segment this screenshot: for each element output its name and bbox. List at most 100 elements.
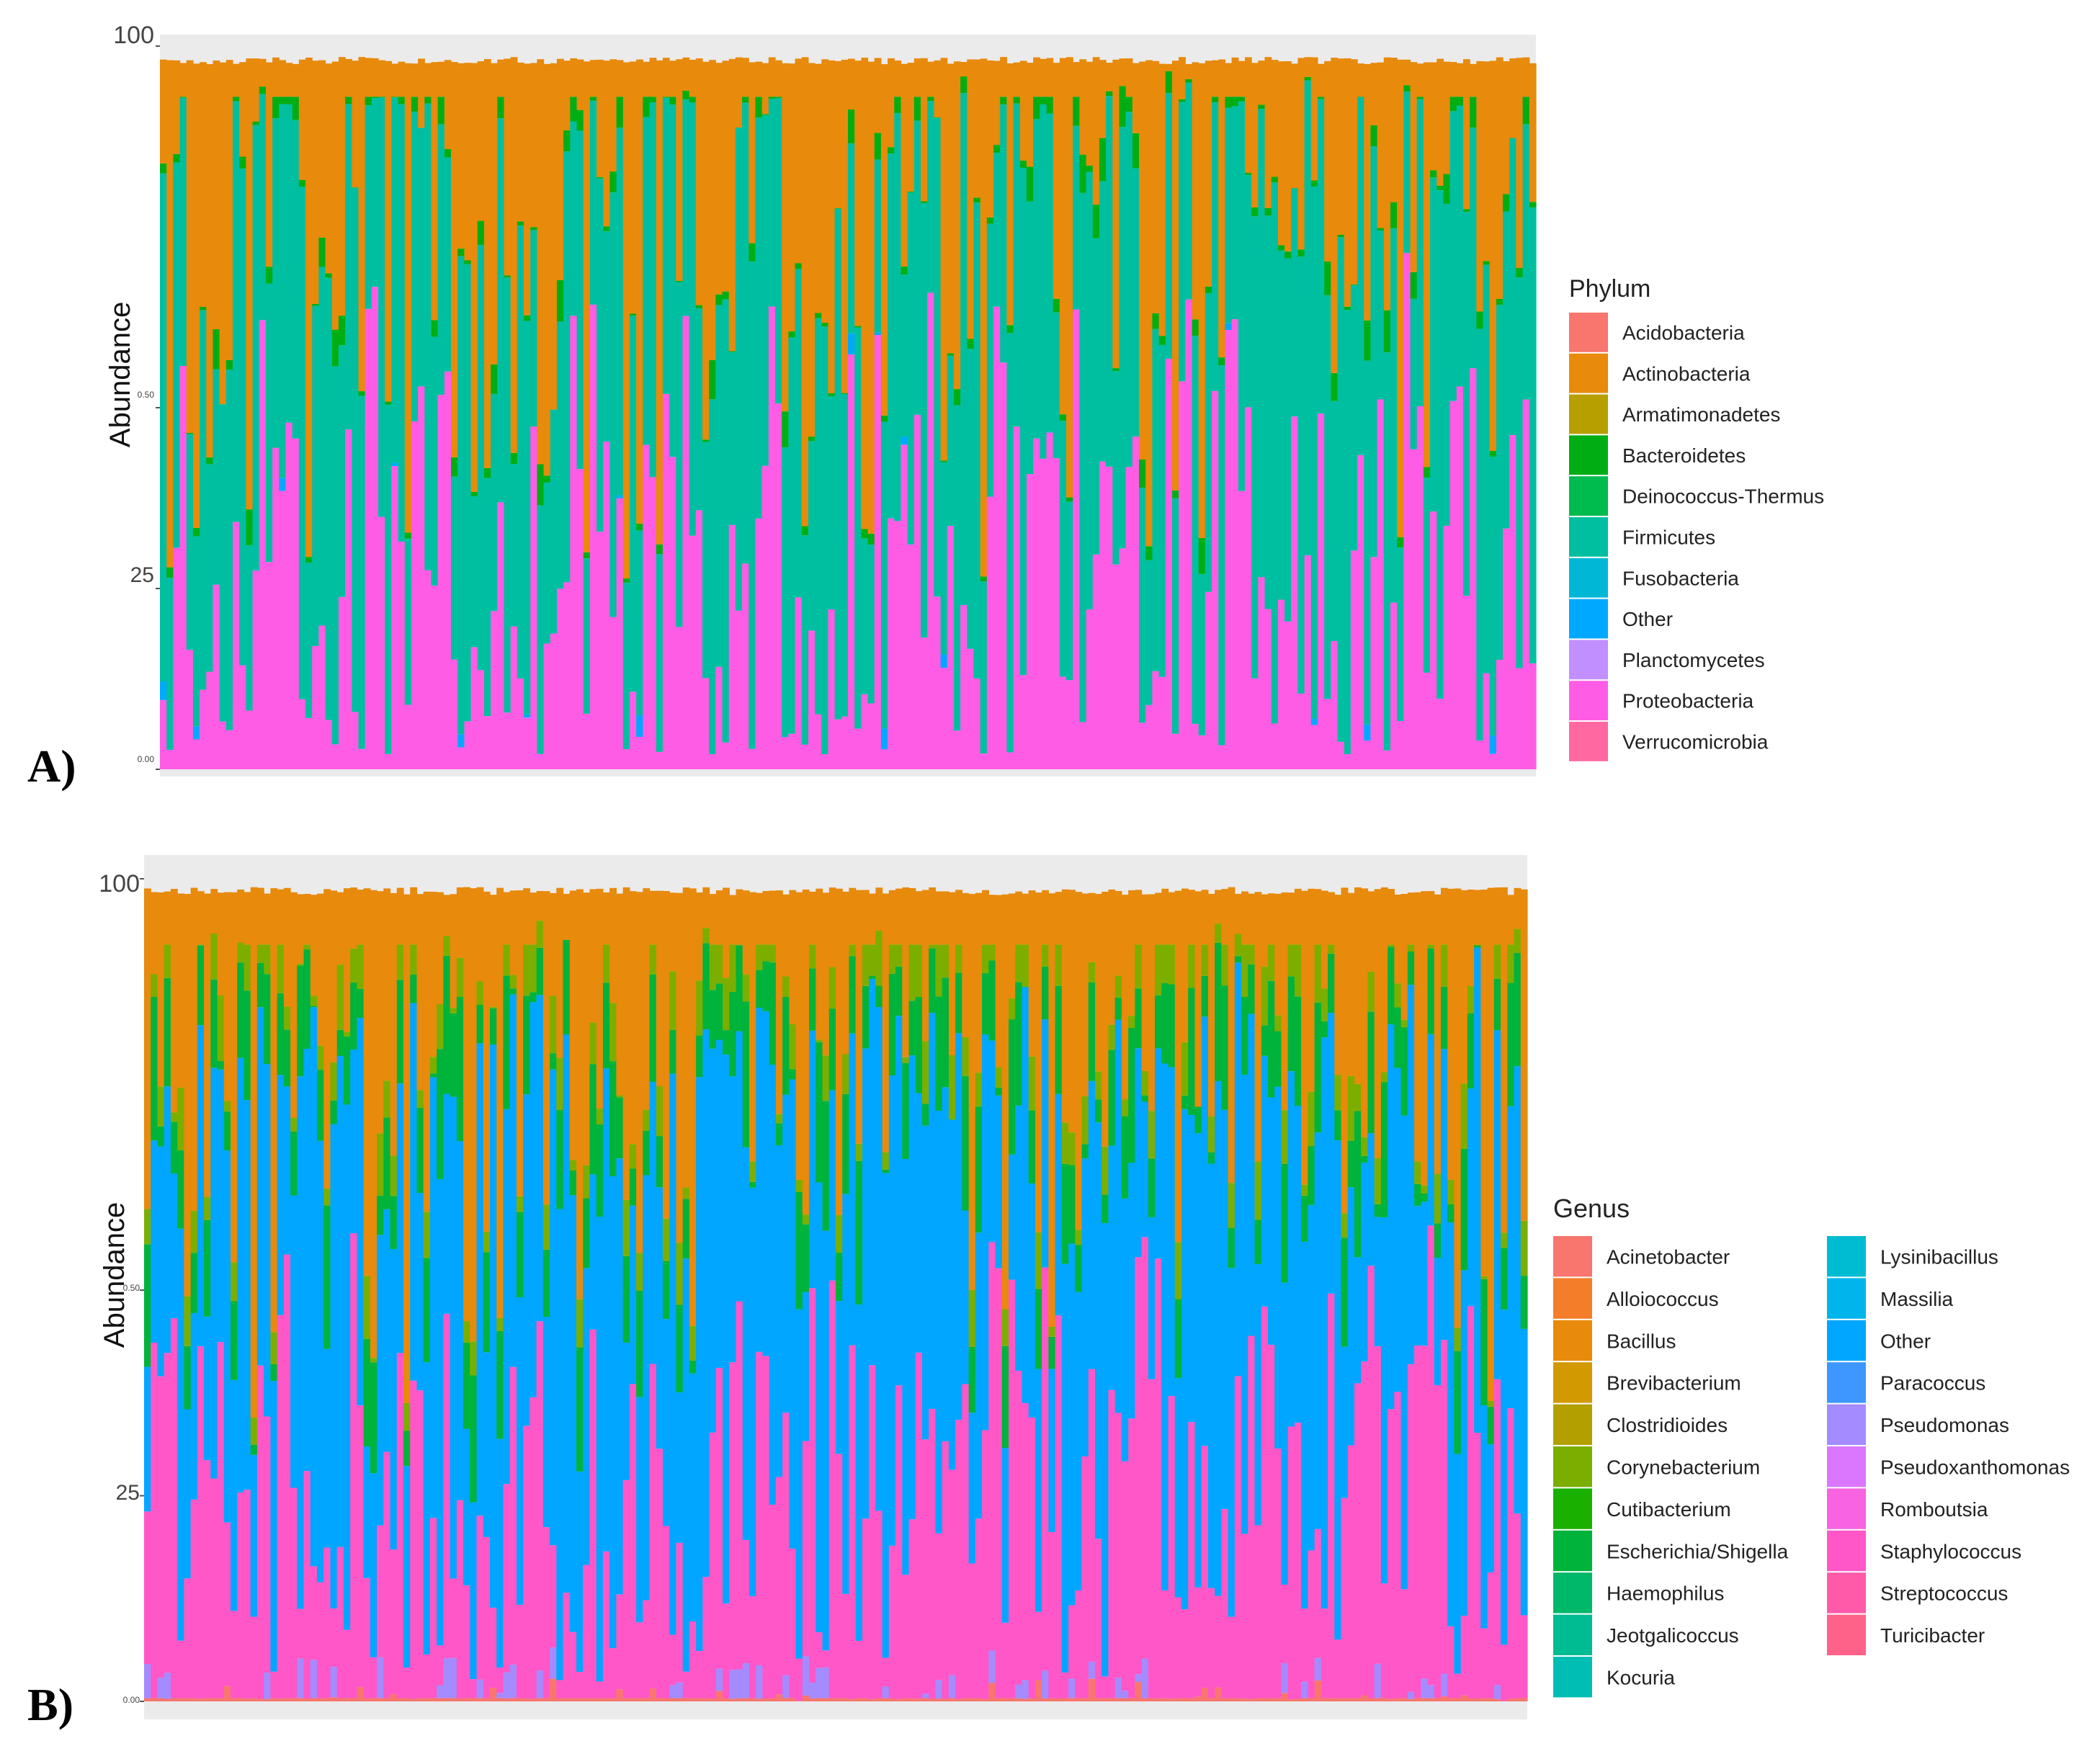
panel-a-ytick-050: 0.50 bbox=[138, 390, 155, 400]
panel-b-bars bbox=[140, 878, 1528, 1702]
bar-segment bbox=[1033, 438, 1040, 769]
bar-segment bbox=[1407, 952, 1415, 985]
bar-segment bbox=[682, 887, 690, 1188]
bar-segment bbox=[509, 890, 517, 975]
bar-segment bbox=[217, 1069, 225, 1343]
bar-segment bbox=[1467, 985, 1475, 1013]
bar-segment bbox=[233, 522, 240, 769]
bar-segment bbox=[809, 944, 816, 969]
bar-segment bbox=[942, 944, 950, 978]
bar-segment bbox=[570, 121, 578, 316]
legend-item: Acidobacteria bbox=[1569, 313, 1745, 352]
bar-segment bbox=[1361, 1361, 1369, 1696]
bar-segment bbox=[1364, 724, 1372, 741]
bar-segment bbox=[1132, 437, 1140, 769]
legend-swatch bbox=[1553, 1236, 1592, 1277]
legend-item: Verrucomicrobia bbox=[1569, 722, 1769, 761]
bar-segment bbox=[749, 1596, 756, 1698]
bar-segment bbox=[437, 892, 444, 1005]
bar-segment bbox=[144, 888, 151, 1209]
bar-segment bbox=[197, 1698, 205, 1701]
bar-segment bbox=[682, 90, 690, 100]
panel-a-bars bbox=[156, 45, 1537, 770]
bar-segment bbox=[450, 1578, 457, 1658]
bar-segment bbox=[1161, 1063, 1169, 1590]
bar-segment bbox=[470, 1375, 478, 1503]
bar-segment bbox=[1152, 671, 1160, 769]
bar-segment bbox=[1328, 1698, 1335, 1701]
bar-segment bbox=[715, 1039, 723, 1368]
bar-segment bbox=[795, 269, 803, 598]
bar-segment bbox=[357, 1405, 365, 1688]
bar-segment bbox=[596, 1217, 604, 1682]
legend-label: Acidobacteria bbox=[1622, 321, 1745, 344]
bar-segment bbox=[1427, 1698, 1435, 1701]
bar-segment bbox=[953, 61, 961, 390]
bar-segment bbox=[855, 1304, 863, 1641]
bar-segment bbox=[735, 57, 743, 128]
bar-segment bbox=[277, 1315, 285, 1698]
bar-segment bbox=[1108, 1145, 1116, 1390]
bar-segment bbox=[1374, 1158, 1382, 1204]
bar-segment bbox=[1493, 1379, 1501, 1686]
bar-segment bbox=[649, 1688, 657, 1701]
bar-segment bbox=[636, 715, 643, 738]
bar-segment bbox=[663, 1218, 670, 1261]
bar-segment bbox=[444, 371, 452, 769]
bar-segment bbox=[1328, 1293, 1335, 1698]
legend-swatch bbox=[1569, 681, 1608, 720]
bar-segment bbox=[982, 1430, 989, 1699]
legend-swatch bbox=[1569, 640, 1608, 680]
bar-segment bbox=[1171, 490, 1179, 498]
bar-segment bbox=[1015, 1684, 1023, 1698]
bar-segment bbox=[1400, 1589, 1408, 1698]
bar-segment bbox=[922, 1698, 929, 1701]
bar-segment bbox=[901, 274, 908, 437]
bar-segment bbox=[1281, 1282, 1289, 1585]
panel-a-label: A) bbox=[27, 740, 76, 792]
bar-segment bbox=[390, 1155, 398, 1196]
bar-segment bbox=[310, 1698, 318, 1701]
bar-segment bbox=[1009, 1279, 1016, 1698]
bar-segment bbox=[583, 552, 591, 559]
bar-segment bbox=[576, 1672, 584, 1698]
bar-segment bbox=[272, 447, 280, 769]
bar-segment bbox=[1015, 1105, 1023, 1371]
bar-segment bbox=[1128, 1016, 1135, 1028]
bar-segment bbox=[1421, 1185, 1429, 1194]
bar-segment bbox=[968, 894, 976, 1291]
bar-segment bbox=[213, 61, 220, 330]
bar-segment bbox=[259, 58, 267, 87]
bar-segment bbox=[345, 104, 352, 430]
bar-segment bbox=[709, 894, 717, 945]
bar-segment bbox=[509, 1698, 517, 1701]
bar-segment bbox=[695, 510, 703, 769]
bar-segment bbox=[1042, 1267, 1049, 1671]
bar-segment bbox=[855, 1640, 863, 1698]
bar-segment bbox=[1174, 1378, 1182, 1598]
bar-segment bbox=[1489, 735, 1497, 754]
bar-segment bbox=[231, 1262, 238, 1302]
bar-segment bbox=[1055, 1315, 1063, 1698]
bar-segment bbox=[1321, 1037, 1328, 1609]
bar-segment bbox=[986, 223, 994, 497]
bar-segment bbox=[197, 944, 205, 946]
bar-segment bbox=[483, 1536, 491, 1698]
bar-segment bbox=[1274, 1031, 1282, 1087]
bar-segment bbox=[463, 1428, 470, 1585]
bar-segment bbox=[603, 230, 611, 442]
bar-segment bbox=[589, 1698, 597, 1701]
bar-segment bbox=[749, 261, 756, 749]
bar-segment bbox=[1357, 97, 1364, 455]
bar-segment bbox=[411, 63, 419, 97]
bar-segment bbox=[795, 892, 803, 1180]
bar-segment bbox=[1139, 459, 1146, 488]
bar-segment bbox=[1028, 890, 1036, 1057]
bar-segment bbox=[735, 610, 743, 769]
bar-segment bbox=[1061, 1263, 1069, 1673]
bar-segment bbox=[1244, 57, 1252, 173]
bar-segment bbox=[629, 315, 637, 692]
bar-segment bbox=[609, 617, 617, 769]
bar-segment bbox=[450, 1096, 457, 1579]
bar-segment bbox=[496, 1438, 504, 1668]
